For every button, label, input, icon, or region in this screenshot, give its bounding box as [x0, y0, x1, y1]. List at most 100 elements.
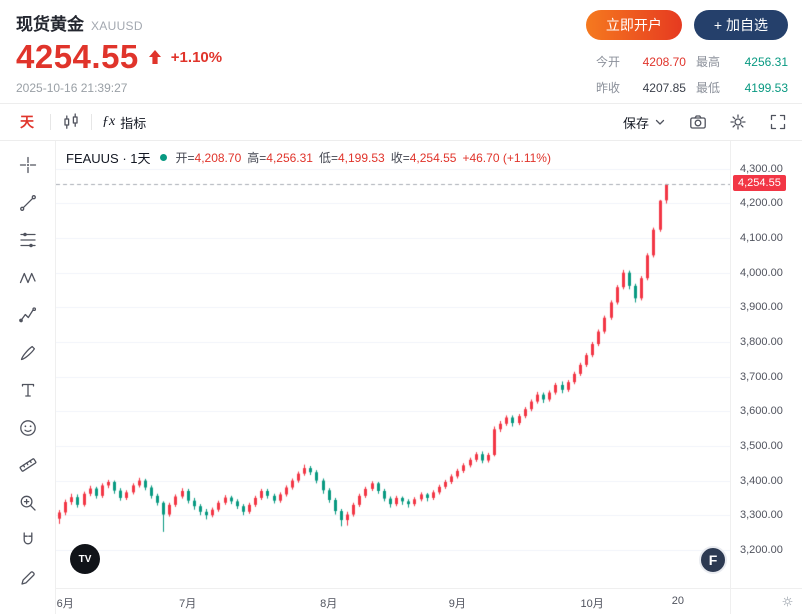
price-axis[interactable]: 4,254.55 4,300.00 4,200.00 4,100.00 4,000.0…: [730, 141, 802, 588]
header-buttons: 立即开户 + 加自选: [585, 10, 788, 40]
time-tick: 9月: [448, 598, 466, 610]
high-label: 最高: [695, 55, 720, 69]
price-tick: 3,800.00: [740, 335, 783, 348]
title-row: 现货黄金 XAUUSD: [16, 10, 222, 35]
symbol-code: XAUUSD: [91, 19, 143, 33]
brush-tool[interactable]: [15, 341, 41, 365]
axis-gear-icon[interactable]: [781, 595, 794, 608]
prev-close-value: 4207.85: [642, 80, 686, 95]
low-label: 最低: [695, 81, 720, 95]
fib-retracement-tool[interactable]: [15, 228, 41, 252]
time-tick: 8月: [320, 598, 338, 610]
text-tool[interactable]: [15, 378, 41, 402]
edit-tool[interactable]: [15, 566, 41, 590]
fx-icon: ƒx: [102, 114, 116, 129]
last-price: 4254.55: [16, 38, 139, 75]
price-tick: 3,600.00: [740, 405, 783, 418]
toolbar-divider: [91, 114, 92, 130]
time-tick: 10月: [580, 598, 604, 610]
time-tick: 20: [671, 595, 685, 607]
indicators-button[interactable]: ƒx 指标: [102, 113, 146, 132]
forecast-icon: [18, 307, 36, 323]
quote-timestamp: 2025-10-16 21:39:27: [16, 81, 128, 95]
edit-pencil-icon: [20, 570, 35, 585]
header: 现货黄金 XAUUSD 4254.55 +1.10% 2025-10-16 21…: [0, 0, 802, 103]
measure-tool[interactable]: [15, 453, 41, 477]
camera-icon: [690, 115, 706, 129]
price-tick: 3,500.00: [740, 439, 783, 452]
ruler-icon: [19, 458, 36, 472]
quote-stats: 今开 4208.70 最高 4256.31 昨收 4207.85 最低 4199…: [596, 53, 788, 96]
emoji-icon: [19, 419, 36, 436]
price-row: 4254.55 +1.10%: [16, 38, 222, 76]
price-tick: 4,100.00: [740, 232, 783, 245]
magnet-tool[interactable]: [15, 528, 41, 552]
xabcd-pattern-icon: [19, 272, 36, 283]
candles-canvas: [56, 141, 730, 588]
price-tick: 3,300.00: [740, 509, 783, 522]
zoom-tool[interactable]: [15, 491, 41, 515]
save-layout-button[interactable]: 保存: [623, 113, 668, 132]
status-dot-icon: [159, 154, 167, 161]
add-watchlist-button[interactable]: + 加自选: [693, 10, 788, 40]
high-value: 4256.31: [744, 54, 788, 69]
chart-toolbar: 天 ƒx 指标 保存: [0, 103, 802, 141]
last-price-badge: 4,254.55: [733, 175, 786, 192]
price-tick: 4,200.00: [740, 197, 783, 210]
zoom-in-icon: [20, 495, 36, 511]
fib-retracement-icon: [19, 232, 36, 248]
legend-change: +46.70 (+1.11%): [462, 150, 551, 165]
forecast-tool[interactable]: [15, 303, 41, 327]
time-tick: 6月: [56, 598, 74, 610]
tradingview-logo[interactable]: TV: [70, 544, 100, 574]
trend-line-tool[interactable]: [15, 191, 41, 215]
crosshair-tool[interactable]: [15, 153, 41, 177]
chart-plot[interactable]: FEAUUS · 1天 开=4,208.70 高=4,256.31 低=4,19…: [56, 141, 730, 588]
price-tick: 3,400.00: [740, 474, 783, 487]
indicators-label: 指标: [120, 115, 147, 131]
fullscreen-button[interactable]: [768, 112, 788, 132]
interval-selector[interactable]: 天: [20, 114, 34, 130]
fullscreen-icon: [770, 114, 786, 130]
legend-series: FEAUUS · 1天: [66, 151, 151, 166]
snapshot-button[interactable]: [688, 112, 708, 132]
drawing-toolbar: [0, 141, 56, 614]
chart-style-button[interactable]: [61, 112, 81, 132]
open-account-button[interactable]: 立即开户: [585, 10, 682, 40]
time-axis[interactable]: 6月 7月 8月 9月 10月 20: [56, 588, 730, 614]
header-right: 立即开户 + 加自选 今开 4208.70 最高 4256.31 昨收 4207…: [585, 10, 788, 103]
legend-open: 开=4,208.70: [175, 151, 242, 165]
f-site-logo: F: [699, 546, 727, 574]
price-tick: 4,300.00: [740, 162, 783, 175]
candlestick-icon: [64, 113, 78, 129]
gear-icon: [730, 114, 746, 130]
price-tick: 3,900.00: [740, 301, 783, 314]
axis-corner: [730, 588, 802, 614]
price-tick: 4,000.00: [740, 266, 783, 279]
toolbar-right: 保存: [623, 112, 788, 132]
prev-close-label: 昨收: [595, 81, 620, 95]
change-percent: +1.10%: [170, 48, 223, 66]
page-title: 现货黄金: [16, 15, 84, 34]
crosshair-icon: [19, 156, 36, 174]
time-tick: 7月: [179, 598, 197, 610]
open-label: 今开: [595, 55, 620, 69]
price-tick: 3,700.00: [740, 370, 783, 383]
xabcd-pattern-tool[interactable]: [15, 266, 41, 290]
chart-legend: FEAUUS · 1天 开=4,208.70 高=4,256.31 低=4,19…: [66, 148, 551, 167]
low-value: 4199.53: [744, 80, 788, 95]
quote-panel: 现货黄金 XAUUSD 4254.55 +1.10% 2025-10-16 21…: [16, 10, 222, 103]
magnet-icon: [23, 532, 32, 545]
chart-settings-button[interactable]: [728, 112, 748, 132]
legend-close: 收=4,254.55: [390, 151, 457, 165]
text-tool-icon: [21, 383, 34, 397]
trend-line-icon: [19, 194, 36, 211]
up-arrow-icon: [148, 50, 161, 64]
price-tick: 3,200.00: [740, 543, 783, 556]
legend-high: 高=4,256.31: [247, 151, 313, 165]
emoji-tool[interactable]: [15, 416, 41, 440]
toolbar-divider: [50, 114, 51, 130]
chart-main: FEAUUS · 1天 开=4,208.70 高=4,256.31 低=4,19…: [0, 141, 802, 614]
open-value: 4208.70: [642, 54, 686, 69]
